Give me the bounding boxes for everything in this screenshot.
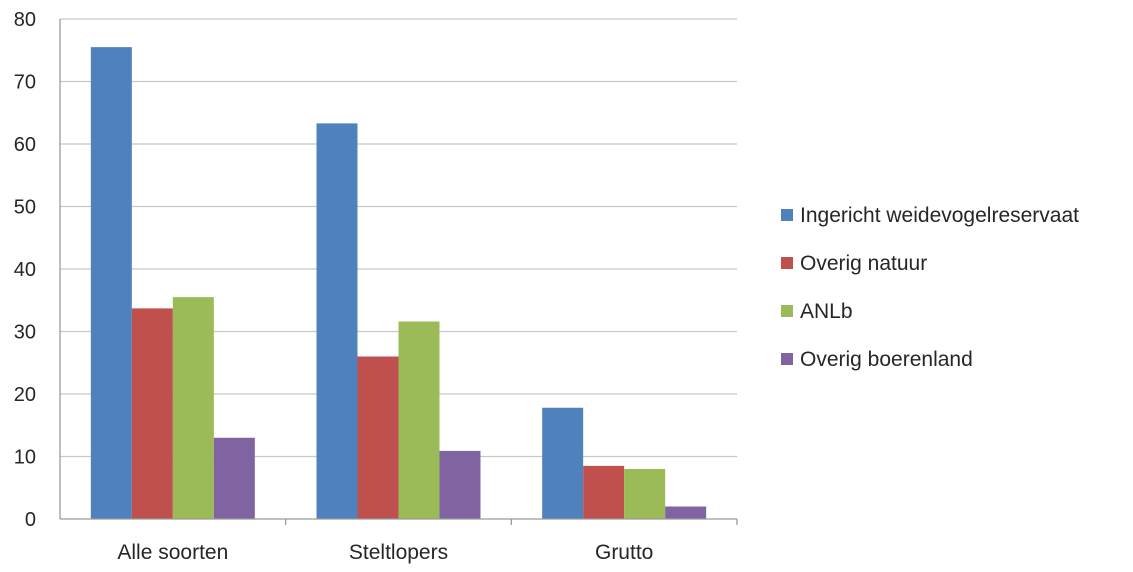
legend-label: Overig boerenland xyxy=(800,348,973,371)
bar-ingericht-weidevogelreservaat-steltlopers xyxy=(316,123,358,519)
bar-ingericht-weidevogelreservaat-alle-soorten xyxy=(90,47,132,519)
x-category-label: Alle soorten xyxy=(117,541,228,564)
y-tick-label: 70 xyxy=(14,72,36,94)
legend-swatch xyxy=(781,305,793,317)
legend-swatch xyxy=(781,353,793,365)
y-tick-label: 50 xyxy=(14,197,36,219)
y-tick-label: 0 xyxy=(25,509,36,531)
bar-overig-natuur-alle-soorten xyxy=(131,308,173,519)
x-category-label: Grutto xyxy=(595,541,653,564)
y-tick-label: 20 xyxy=(14,384,36,406)
legend: Ingericht weidevogelreservaat Overig natu… xyxy=(781,204,1079,371)
legend-label: Overig natuur xyxy=(800,252,927,275)
bar-overig-boerenland-steltlopers xyxy=(439,450,481,519)
y-tick-label: 80 xyxy=(14,9,36,31)
bar-overig-natuur-grutto xyxy=(583,465,625,519)
legend-swatch xyxy=(781,209,793,221)
legend-label: ANLb xyxy=(800,300,853,323)
bars xyxy=(90,47,707,519)
bar-ingericht-weidevogelreservaat-grutto xyxy=(542,407,584,519)
y-tick-label: 10 xyxy=(14,447,36,469)
bar-anlb-alle-soorten xyxy=(172,297,214,519)
axes: 0 10 20 30 40 50 60 70 80 Alle soorten Steltlopers… xyxy=(14,9,738,564)
y-tick-label: 40 xyxy=(14,259,36,281)
bar-overig-boerenland-alle-soorten xyxy=(213,437,255,519)
bar-anlb-steltlopers xyxy=(398,321,440,519)
bar-overig-natuur-steltlopers xyxy=(357,356,399,519)
y-tick-label: 30 xyxy=(14,322,36,344)
bar-anlb-grutto xyxy=(624,469,666,519)
bar-overig-boerenland-grutto xyxy=(665,506,707,519)
y-tick-label: 60 xyxy=(14,134,36,156)
legend-swatch xyxy=(781,257,793,269)
legend-label: Ingericht weidevogelreservaat xyxy=(800,204,1079,227)
x-category-label: Steltlopers xyxy=(349,541,448,564)
